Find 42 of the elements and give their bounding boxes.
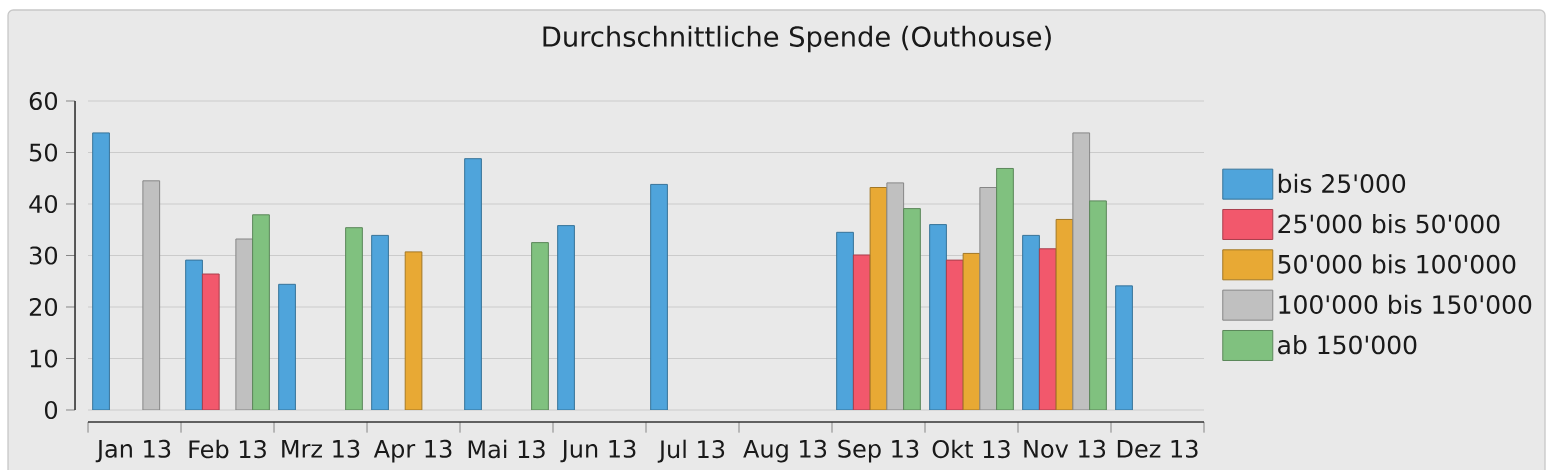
bar: [278, 283, 296, 410]
bar: [1089, 200, 1107, 410]
bar: [650, 183, 668, 410]
legend-label: 25'000 bis 50'000: [1278, 213, 1500, 234]
legend-label: bis 25'000: [1278, 173, 1406, 194]
x-tick-label: Aug 13: [743, 439, 827, 463]
x-tick-label: Mai 13: [468, 439, 545, 459]
legend-label: 100'000 bis 150'000: [1279, 294, 1532, 315]
x-tick-label: Mrz 13: [282, 439, 360, 458]
bar: [996, 167, 1014, 410]
bar: [1115, 285, 1133, 410]
y-tick-label: 10: [30, 349, 58, 368]
bar: [557, 225, 575, 410]
x-tick-label: Feb 13: [189, 439, 266, 459]
y-tick-label: 50: [29, 143, 58, 162]
bar: [464, 158, 482, 410]
legend-label: 50'000 bis 100'000: [1278, 254, 1516, 274]
x-tick-label: Jan 13: [95, 439, 171, 463]
legend-label: ab 150'000: [1278, 334, 1417, 355]
bar: [371, 234, 389, 410]
bar: [836, 231, 854, 410]
bar: [929, 224, 947, 410]
bar: [252, 214, 270, 410]
chart-title: Durchschnittliche Spende (Outhouse): [543, 25, 1051, 53]
bar: [185, 259, 203, 410]
x-tick-label: Okt 13: [932, 439, 1010, 459]
y-tick-label: 60: [29, 91, 58, 111]
bar: [92, 132, 110, 410]
x-tick-label: Apr 13: [373, 439, 452, 463]
y-tick-label: 40: [29, 194, 58, 214]
x-tick-label: Dez 13: [1117, 439, 1198, 458]
x-tick-label: Jun 13: [560, 439, 636, 463]
bar: [1022, 234, 1040, 410]
bar: [903, 208, 921, 410]
x-tick-label: Sep 13: [838, 439, 919, 463]
bar: [345, 227, 363, 410]
y-tick-label: 30: [29, 246, 58, 265]
x-tick-label: Nov 13: [1024, 439, 1106, 458]
y-tick-label: 0: [44, 400, 58, 420]
bar: [531, 242, 549, 410]
x-tick-label: Jul 13: [657, 439, 725, 463]
y-tick-label: 20: [29, 297, 58, 317]
